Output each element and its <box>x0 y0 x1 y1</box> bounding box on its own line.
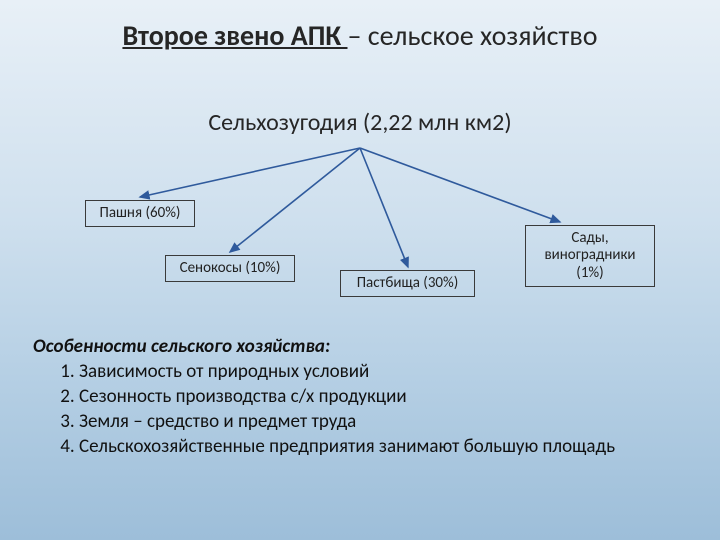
arrow-n1 <box>140 148 360 197</box>
slide: Второе звено АПК – сельское хозяйство Се… <box>0 0 720 540</box>
slide-subtitle: Сельхозугодия (2,22 млн км2) <box>0 108 720 137</box>
features-list: Зависимость от природных условийСезоннос… <box>55 360 660 458</box>
arrow-n2 <box>230 148 360 252</box>
arrow-n3 <box>360 148 408 267</box>
title-rest: – сельское хозяйство <box>348 18 598 53</box>
diagram-node-n3: Пастбища (30%) <box>340 270 475 297</box>
feature-item-4: Сельскохозяйственные предприятия занимаю… <box>79 435 660 458</box>
diagram-node-n4: Сады, виноградники (1%) <box>525 225 655 287</box>
feature-item-1: Зависимость от природных условий <box>79 360 660 383</box>
feature-item-3: Земля – средство и предмет труда <box>79 410 660 433</box>
feature-item-2: Сезонность производства с/х продукции <box>79 385 660 408</box>
diagram-node-n1: Пашня (60%) <box>85 200 195 227</box>
slide-title: Второе звено АПК – сельское хозяйство <box>0 18 720 53</box>
arrow-n4 <box>360 148 560 222</box>
title-underlined: Второе звено АПК <box>122 18 347 53</box>
features-title: Особенности сельского хозяйства: <box>33 335 660 358</box>
diagram-node-n2: Сенокосы (10%) <box>165 255 295 282</box>
features-section: Особенности сельского хозяйства: Зависим… <box>55 335 660 460</box>
